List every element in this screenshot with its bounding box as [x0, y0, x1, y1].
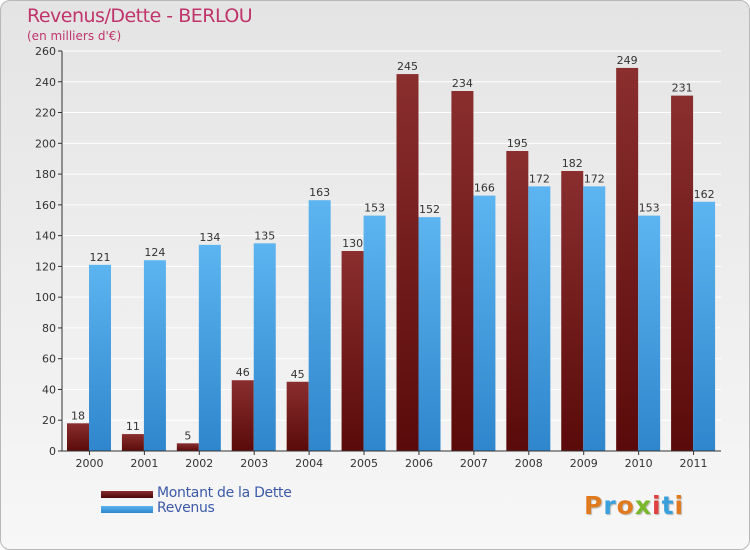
chart-title: Revenus/Dette - BERLOU [27, 5, 253, 27]
x-tick-label: 2001 [130, 457, 158, 470]
bar-debt-2001 [121, 434, 144, 451]
y-tick-label: 60 [42, 353, 56, 366]
bar-debt-2003 [231, 380, 254, 451]
logo-letter: r [603, 491, 617, 520]
legend-label-debt: Montant de la Dette [157, 485, 292, 501]
bar-revenus-2002 [198, 244, 221, 451]
bar-revenus-2005 [363, 215, 386, 451]
data-label: 152 [419, 203, 440, 216]
bars: 18 121 11 124 5 134 46 135 45 163 130 153 245 152 234 1… [67, 54, 716, 452]
y-tick-label: 80 [42, 322, 56, 335]
logo-letter: o [616, 491, 635, 520]
bar-revenus-2003 [253, 243, 276, 451]
bar-debt-2007 [451, 91, 474, 451]
chart-subtitle: (en milliers d'€) [27, 29, 122, 43]
x-tick-label: 2003 [240, 457, 268, 470]
legend-swatch-revenus [101, 506, 153, 513]
data-label: 182 [562, 157, 583, 170]
x-tick-label: 2010 [625, 457, 653, 470]
data-label: 195 [507, 137, 528, 150]
bar-debt-2011 [671, 95, 694, 451]
data-label: 121 [90, 251, 111, 264]
x-tick-label: 2008 [515, 457, 543, 470]
data-label: 231 [672, 82, 693, 95]
bar-revenus-2010 [638, 215, 661, 451]
bar-revenus-2001 [143, 260, 166, 451]
bar-revenus-2000 [89, 264, 111, 451]
data-label: 124 [144, 246, 165, 259]
y-tick-label: 0 [49, 445, 56, 458]
y-tick-label: 140 [35, 230, 56, 243]
data-label: 172 [529, 172, 550, 185]
bar-revenus-2004 [308, 200, 331, 451]
y-tick-label: 160 [35, 199, 56, 212]
y-tick-label: 200 [35, 137, 56, 150]
y-tick-label: 120 [35, 260, 56, 273]
bar-revenus-2007 [473, 195, 496, 451]
grid-lines [62, 50, 721, 452]
logo-letter: i [674, 491, 685, 520]
data-label: 130 [342, 237, 363, 250]
logo-letter: i [652, 491, 662, 520]
bar-revenus-2009 [583, 186, 606, 451]
data-label: 249 [617, 54, 638, 67]
y-tick-label: 180 [35, 168, 56, 181]
data-label: 166 [474, 182, 495, 195]
logo-letter: P [584, 491, 604, 520]
proxiti-logo: Proxiti [584, 491, 684, 520]
logo-letter: t [661, 491, 675, 520]
data-label: 153 [639, 202, 660, 215]
legend-label-revenus: Revenus [157, 500, 215, 516]
axes: 0 20 40 60 80 100 120 140 160 180 200 220 240 260 2000… [35, 45, 721, 470]
data-label: 163 [309, 186, 330, 199]
data-label: 172 [584, 172, 605, 185]
data-label: 245 [397, 60, 418, 73]
y-tick-label: 220 [35, 107, 56, 120]
data-label: 153 [364, 202, 385, 215]
y-tick-label: 260 [35, 45, 56, 58]
y-tick-label: 240 [35, 76, 56, 89]
bar-debt-2009 [561, 171, 584, 451]
bar-debt-2004 [286, 381, 309, 451]
x-tick-label: 2005 [350, 457, 378, 470]
bar-debt-2008 [506, 151, 529, 451]
bar-debt-2010 [616, 67, 639, 451]
x-tick-label: 2000 [75, 457, 103, 470]
bar-debt-2000 [67, 423, 89, 451]
bar-debt-2002 [176, 443, 199, 451]
data-label: 5 [184, 429, 191, 442]
bar-debt-2006 [396, 74, 419, 452]
bar-revenus-2011 [693, 201, 716, 451]
data-label: 46 [236, 366, 250, 379]
bar-revenus-2008 [528, 186, 551, 451]
data-label: 134 [199, 231, 220, 244]
data-label: 11 [126, 420, 140, 433]
y-tick-label: 40 [42, 383, 56, 396]
data-label: 45 [291, 368, 305, 381]
x-tick-label: 2007 [460, 457, 488, 470]
x-tick-label: 2011 [680, 457, 708, 470]
data-label: 18 [71, 409, 85, 422]
data-label: 162 [694, 188, 715, 201]
data-label: 234 [452, 77, 473, 90]
y-tick-label: 100 [35, 291, 56, 304]
bar-debt-2005 [341, 251, 364, 451]
data-label: 135 [254, 229, 275, 242]
x-tick-label: 2002 [185, 457, 213, 470]
bar-revenus-2006 [418, 217, 441, 451]
legend-swatch-debt [101, 491, 153, 498]
x-tick-label: 2004 [295, 457, 323, 470]
x-tick-label: 2006 [405, 457, 433, 470]
x-tick-label: 2009 [570, 457, 598, 470]
logo-letter: x [634, 491, 652, 520]
y-tick-label: 20 [42, 414, 56, 427]
